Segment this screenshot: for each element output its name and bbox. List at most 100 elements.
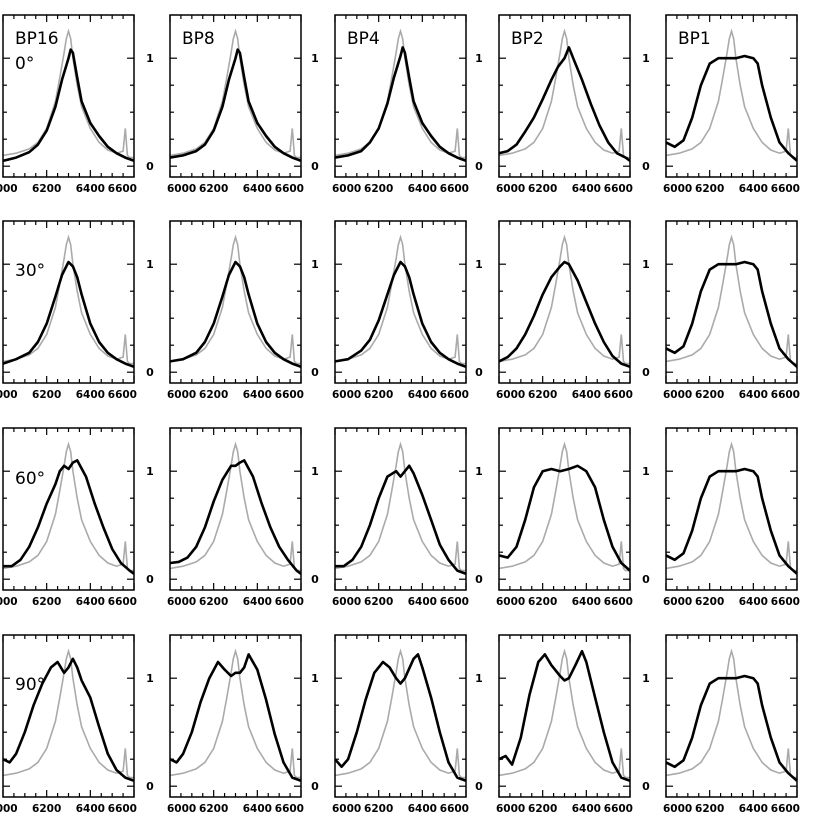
- column-label: BP2: [511, 29, 544, 49]
- y-tick-label: 0: [146, 573, 154, 586]
- reference-line: [499, 441, 630, 572]
- column-label: BP8: [182, 29, 215, 49]
- x-tick-label: 6400: [408, 596, 437, 608]
- y-tick-label: 0: [311, 780, 319, 793]
- row-label: 30°: [15, 261, 45, 281]
- panel-bp1-row1: 6000 6200 6400 6600 0 1 BP1: [642, 14, 800, 195]
- y-tick-label: 1: [146, 465, 154, 478]
- x-tick-label: 6400: [572, 596, 601, 608]
- column-label: BP4: [347, 29, 380, 49]
- x-tick-label: 6200: [695, 183, 724, 195]
- x-tick-label: 6600: [108, 389, 137, 401]
- panel-bp4-row1: 6000 6200 6400 6600 0 1 BP4: [311, 14, 469, 195]
- x-tick-label: 6200: [695, 803, 724, 815]
- y-tick-label: 1: [311, 672, 319, 685]
- reference-line: [3, 28, 134, 159]
- x-tick-label: 6200: [199, 389, 228, 401]
- x-tick-label: 6600: [275, 803, 304, 815]
- model-line: [499, 649, 630, 783]
- y-tick-label: 1: [642, 258, 650, 271]
- reference-line: [335, 441, 466, 572]
- x-tick-label: 6200: [32, 803, 61, 815]
- y-tick-label: 0: [311, 366, 319, 379]
- x-tick-label: 6200: [364, 183, 393, 195]
- y-tick-label: 0: [642, 160, 650, 173]
- panel-bp1-row3: 6000 6200 6400 6600 0 1: [642, 427, 800, 608]
- x-tick-label: 6000: [663, 183, 692, 195]
- y-tick-label: 0: [642, 366, 650, 379]
- x-tick-label: 6600: [275, 596, 304, 608]
- x-tick-label: 6400: [408, 183, 437, 195]
- model-line: [335, 464, 466, 576]
- x-tick-label: 6600: [604, 389, 633, 401]
- x-tick-label: 6000: [0, 803, 18, 815]
- model-line: [3, 260, 134, 369]
- y-tick-label: 1: [311, 258, 319, 271]
- x-tick-label: 6000: [0, 596, 18, 608]
- reference-line: [335, 234, 466, 365]
- model-line: [499, 260, 630, 369]
- x-tick-label: 6000: [167, 596, 196, 608]
- x-tick-label: 6400: [76, 803, 105, 815]
- x-tick-label: 6400: [243, 596, 272, 608]
- x-tick-label: 6000: [663, 596, 692, 608]
- x-tick-label: 6200: [364, 389, 393, 401]
- y-tick-label: 1: [146, 258, 154, 271]
- x-tick-label: 6400: [408, 389, 437, 401]
- x-tick-label: 6600: [108, 596, 137, 608]
- y-tick-label: 1: [475, 258, 483, 271]
- panel-bp2-row1: 6000 6200 6400 6600 0 1 BP2: [475, 14, 633, 195]
- panel-bp8-row2: 6000 6200 6400 6600 0 1: [146, 220, 304, 401]
- x-tick-label: 6000: [167, 803, 196, 815]
- reference-line: [170, 441, 301, 572]
- x-tick-label: 6400: [243, 183, 272, 195]
- x-tick-label: 6400: [408, 803, 437, 815]
- x-tick-label: 6000: [663, 803, 692, 815]
- row-label: 60°: [15, 469, 45, 489]
- y-tick-label: 0: [311, 160, 319, 173]
- reference-line: [170, 28, 301, 159]
- x-tick-label: 6200: [364, 803, 393, 815]
- reference-line: [3, 234, 134, 365]
- x-tick-label: 6400: [76, 596, 105, 608]
- x-tick-label: 6000: [167, 389, 196, 401]
- x-tick-label: 6000: [496, 803, 525, 815]
- x-tick-label: 6600: [604, 803, 633, 815]
- row-label: 90°: [15, 675, 45, 695]
- model-line: [666, 260, 797, 368]
- x-tick-label: 6400: [76, 183, 105, 195]
- x-tick-label: 6000: [332, 183, 361, 195]
- row-label: 0°: [15, 54, 34, 74]
- model-line: [499, 464, 630, 572]
- x-tick-label: 6600: [440, 389, 469, 401]
- x-tick-label: 6600: [771, 596, 800, 608]
- model-line: [170, 260, 301, 369]
- x-tick-label: 6600: [108, 183, 137, 195]
- y-tick-label: 1: [146, 672, 154, 685]
- y-tick-label: 1: [642, 52, 650, 65]
- x-tick-label: 6000: [332, 803, 361, 815]
- y-tick-label: 1: [311, 52, 319, 65]
- panel-bp2-row4: 6000 6200 6400 6600 0 1: [475, 634, 633, 815]
- x-tick-label: 6200: [528, 596, 557, 608]
- y-tick-label: 0: [475, 780, 483, 793]
- y-tick-label: 0: [642, 780, 650, 793]
- reference-line: [335, 28, 466, 159]
- x-tick-label: 6000: [332, 389, 361, 401]
- x-tick-label: 6200: [528, 803, 557, 815]
- x-tick-label: 6000: [496, 183, 525, 195]
- x-tick-label: 6600: [604, 596, 633, 608]
- reference-line: [499, 28, 630, 159]
- x-tick-label: 6200: [32, 596, 61, 608]
- panel-bp1-row4: 6000 6200 6400 6600 0 1: [642, 634, 800, 815]
- x-tick-label: 6600: [440, 183, 469, 195]
- y-tick-label: 1: [146, 52, 154, 65]
- y-tick-label: 0: [311, 573, 319, 586]
- panel-bp2-row3: 6000 6200 6400 6600 0 1: [475, 427, 633, 608]
- x-tick-label: 6600: [771, 183, 800, 195]
- x-tick-label: 6200: [199, 596, 228, 608]
- x-tick-label: 6000: [663, 389, 692, 401]
